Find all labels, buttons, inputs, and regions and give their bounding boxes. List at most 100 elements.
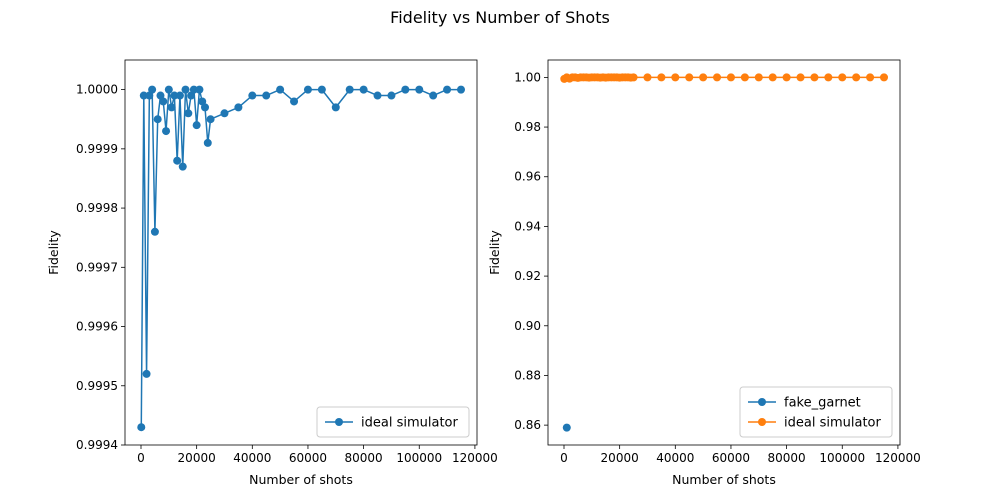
left-series-0-point-15 — [178, 162, 187, 171]
right-series-1-point-25 — [629, 73, 638, 82]
right-y-axis-label: Fidelity — [487, 230, 502, 275]
left-series-0-point-39 — [401, 85, 410, 94]
left-series-0-point-41 — [429, 91, 438, 100]
right-series-1-point-41 — [852, 73, 861, 82]
right-series-1-point-36 — [782, 73, 791, 82]
right-y-tick-label-1: 0.88 — [514, 368, 541, 382]
left-series-0-point-12 — [170, 91, 179, 100]
left-series-0-point-40 — [415, 85, 424, 94]
right-x-tick-label-4: 80000 — [768, 451, 806, 465]
right-legend-marker-1 — [758, 418, 766, 426]
left-series-0-point-18 — [187, 91, 196, 100]
right-series-0-point-0 — [562, 423, 571, 432]
left-x-tick-label-0: 0 — [137, 451, 145, 465]
left-series-0-point-37 — [373, 91, 382, 100]
left-series-0-point-21 — [195, 85, 204, 94]
left-series-0-point-19 — [189, 85, 198, 94]
left-legend: ideal simulator — [316, 406, 470, 438]
left-series-0-point-42 — [443, 85, 452, 94]
left-series-0-point-24 — [203, 138, 212, 147]
right-legend-label-0: fake_garnet — [784, 396, 861, 411]
left-series-0-point-7 — [156, 91, 165, 100]
left-series-0-point-10 — [164, 85, 173, 94]
left-series-0-point-1 — [139, 91, 148, 100]
left-series-0-point-27 — [234, 103, 243, 112]
left-y-tick-label-4: 0.9998 — [76, 201, 118, 215]
left-series-0-point-2 — [142, 369, 151, 378]
right-series-1-point-33 — [740, 73, 749, 82]
right-y-tick-label-7: 1.00 — [514, 70, 541, 84]
left-x-tick-label-1: 20000 — [178, 451, 216, 465]
right-y-tick-label-0: 0.86 — [514, 418, 541, 432]
right-x-tick-label-1: 20000 — [601, 451, 639, 465]
right-series-1-point-27 — [657, 73, 666, 82]
left-series-0-point-32 — [303, 85, 312, 94]
left-legend-marker-0 — [335, 418, 343, 426]
left-series-0-point-4 — [148, 85, 157, 94]
left-series-0-point-26 — [220, 109, 229, 118]
left-x-tick-label-5: 100000 — [396, 451, 442, 465]
right-series-1-point-29 — [685, 73, 694, 82]
right-y-tick-label-4: 0.94 — [514, 219, 541, 233]
left-series-0-point-0 — [137, 423, 146, 432]
right-legend-box — [739, 386, 893, 438]
right-x-tick-label-5: 100000 — [819, 451, 865, 465]
left-series-0-point-34 — [331, 103, 340, 112]
left-series-0-point-14 — [175, 91, 184, 100]
right-series-1-point-37 — [796, 73, 805, 82]
left-x-tick-label-6: 120000 — [452, 451, 498, 465]
left-series-0-point-11 — [167, 103, 176, 112]
left-series-0-point-20 — [192, 121, 201, 130]
left-x-tick-label-3: 60000 — [289, 451, 327, 465]
left-x-tick-label-4: 80000 — [345, 451, 383, 465]
right-y-tick-label-3: 0.92 — [514, 269, 541, 283]
right-series-1-point-35 — [768, 73, 777, 82]
right-series-1-point-43 — [880, 73, 888, 82]
left-series-0-point-38 — [387, 91, 396, 100]
right-plot-frame — [547, 59, 901, 446]
right-y-tick-label-6: 0.98 — [514, 120, 541, 134]
left-legend-label-0: ideal simulator — [361, 416, 458, 431]
right-series-1-point-42 — [866, 73, 875, 82]
right-series-1-point-28 — [671, 73, 680, 82]
right-legend-label-1: ideal simulator — [784, 416, 881, 431]
left-series-0-point-23 — [201, 103, 209, 112]
right-series-1-point-26 — [643, 73, 652, 82]
left-legend-box — [316, 406, 470, 438]
right-x-tick-label-6: 120000 — [875, 451, 921, 465]
left-series-0-point-22 — [198, 97, 207, 106]
left-series-0-point-30 — [276, 85, 285, 94]
right-y-tick-label-5: 0.96 — [514, 170, 541, 184]
left-series-0-point-29 — [262, 91, 271, 100]
right-series-1-point-40 — [838, 73, 847, 82]
left-x-tick-label-2: 40000 — [233, 451, 271, 465]
left-series-0-point-28 — [248, 91, 257, 100]
left-y-axis-label: Fidelity — [46, 230, 61, 275]
left-series-0-point-16 — [181, 85, 190, 94]
right-series-1-point-39 — [824, 73, 833, 82]
left-y-tick-label-0: 0.9994 — [76, 438, 118, 452]
left-series-0-point-9 — [162, 127, 171, 136]
left-series-0-point-36 — [359, 85, 368, 94]
left-series-0-point-13 — [173, 156, 182, 165]
left-series-0-point-17 — [184, 109, 193, 118]
right-series-1-point-38 — [810, 73, 819, 82]
left-plot-frame — [124, 59, 478, 446]
figure-title: Fidelity vs Number of Shots — [390, 8, 610, 27]
left-series-0-point-31 — [290, 97, 299, 106]
right-chart-panel: 0 20000 40000 60000 80000 100000 120000 0.86 0.8… — [487, 59, 921, 487]
right-series-1-point-34 — [754, 73, 763, 82]
right-series-1-point-31 — [713, 73, 722, 82]
left-y-tick-label-3: 0.9997 — [76, 260, 118, 274]
left-y-tick-label-2: 0.9996 — [76, 320, 118, 334]
right-x-tick-label-2: 40000 — [656, 451, 694, 465]
right-x-axis-label: Number of shots — [672, 472, 776, 487]
left-chart-panel: 0 20000 40000 60000 80000 100000 120000 0.9994 0… — [46, 59, 498, 487]
right-series-1-point-30 — [699, 73, 708, 82]
left-series-0-point-25 — [206, 115, 215, 124]
left-series-0-point-35 — [345, 85, 354, 94]
left-series-0-point-3 — [145, 91, 154, 100]
right-legend-marker-0 — [758, 398, 766, 406]
